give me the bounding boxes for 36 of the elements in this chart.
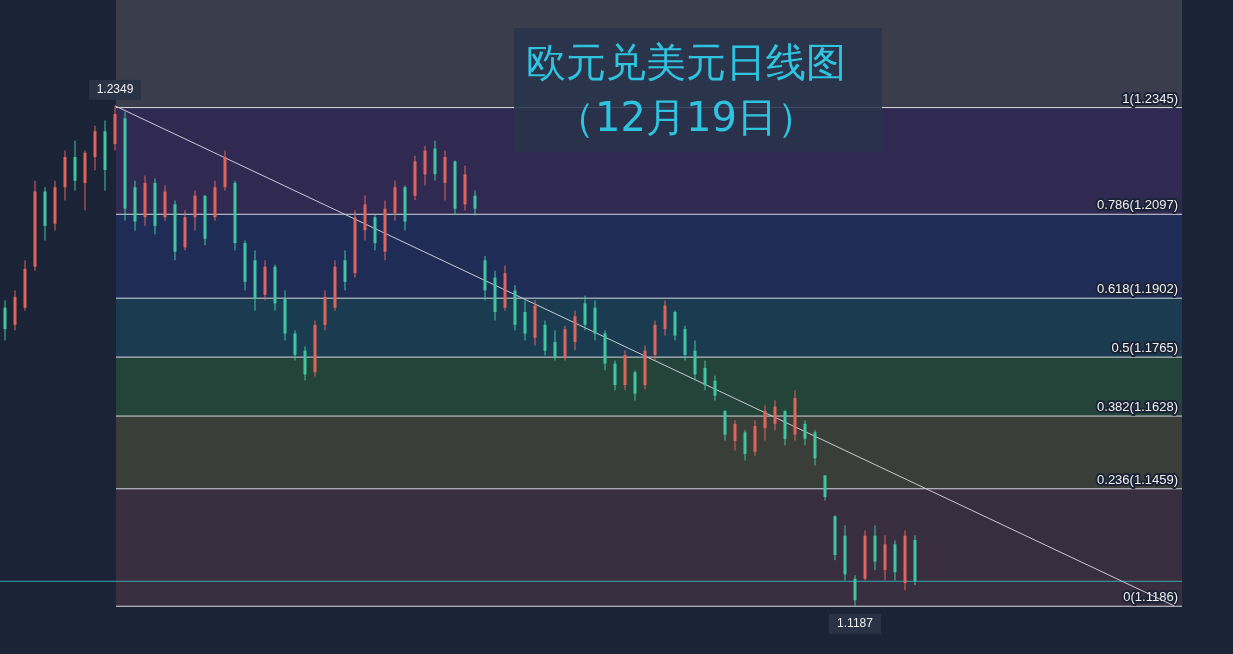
candlestick <box>763 404 767 442</box>
candlestick <box>613 360 617 391</box>
ref-line-label: 1(1.2345) <box>1122 90 1178 106</box>
candlestick <box>693 339 697 381</box>
candlestick <box>73 140 77 192</box>
candlestick <box>473 190 477 217</box>
text: （12月19日） <box>555 94 817 140</box>
ref-line-label: 0.382(1.1628) <box>1097 399 1178 415</box>
ref-line-label: 0.5(1.1765) <box>1111 340 1178 356</box>
candlestick <box>663 299 667 337</box>
ref-line-label: 0.786(1.2097) <box>1097 197 1178 213</box>
candlestick <box>703 360 707 391</box>
candlestick <box>743 429 747 461</box>
candlestick <box>633 369 637 402</box>
candlestick <box>553 329 557 362</box>
ref-line-label: 0.236(1.1459) <box>1097 471 1178 487</box>
candlestick <box>823 474 827 501</box>
candlestick <box>3 299 7 341</box>
ref-line-label: 0.618(1.1902) <box>1097 281 1178 297</box>
candlestick <box>733 419 737 451</box>
candlestick <box>523 299 527 341</box>
candlestick <box>423 145 427 186</box>
text: 欧元兑美元日线图 <box>526 39 846 85</box>
candlestick <box>803 419 807 446</box>
candlestick <box>583 295 587 331</box>
candlestick <box>303 345 307 381</box>
candlestick <box>723 409 727 442</box>
candlestick <box>853 574 857 607</box>
annotation: 1.2349 <box>96 82 134 97</box>
candlestick <box>673 310 677 341</box>
candlestick <box>293 329 297 362</box>
candlestick <box>773 400 777 431</box>
candlestick <box>343 249 347 291</box>
candlestick <box>713 375 717 402</box>
candlestick <box>193 190 197 232</box>
annotation: 1.1187 <box>837 616 874 631</box>
